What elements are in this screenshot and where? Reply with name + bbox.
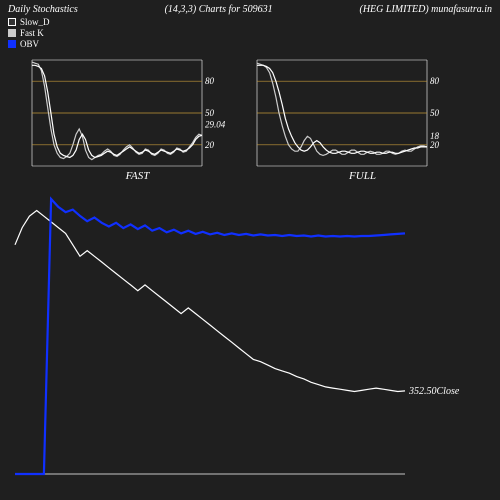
svg-text:352.50Close: 352.50Close <box>408 386 460 397</box>
main-chart: 352.50Close <box>0 182 500 494</box>
swatch-slow-d <box>8 18 16 26</box>
legend-label-obv: OBV <box>20 39 39 49</box>
chart-header: Daily Stochastics (14,3,3) Charts for 50… <box>0 0 500 17</box>
swatch-fast-k <box>8 29 16 37</box>
legend-obv: OBV <box>8 39 492 49</box>
params-text: (14,3,3) Charts for 509631 <box>165 4 273 15</box>
svg-text:29.04: 29.04 <box>205 119 226 129</box>
chart-fast: 20 50 80 29.04 <box>30 58 230 168</box>
swatch-obv <box>8 40 16 48</box>
panel-full: 20 50 80 18 FULL <box>255 58 470 182</box>
legend-label-slow-d: Slow_D <box>20 17 50 27</box>
svg-text:50: 50 <box>430 108 440 118</box>
svg-text:20: 20 <box>430 140 440 150</box>
legend-fast-k: Fast K <box>8 28 492 38</box>
svg-text:18: 18 <box>430 131 440 141</box>
stochastic-panels: 20 50 80 29.04 FAST 20 50 80 18 FULL <box>0 58 500 182</box>
svg-text:20: 20 <box>205 140 215 150</box>
chart-full: 20 50 80 18 <box>255 58 455 168</box>
svg-text:80: 80 <box>205 76 215 86</box>
legend: Slow_D Fast K OBV <box>0 17 500 54</box>
chart-main: 352.50Close <box>10 194 460 484</box>
panel-fast: 20 50 80 29.04 FAST <box>30 58 245 182</box>
label-fast: FAST <box>30 170 245 182</box>
company-text: (HEG LIMITED) munafasutra.in <box>360 4 493 15</box>
title-text: Daily Stochastics <box>8 4 78 15</box>
label-full: FULL <box>255 170 470 182</box>
svg-text:50: 50 <box>205 108 215 118</box>
legend-label-fast-k: Fast K <box>20 28 44 38</box>
svg-text:80: 80 <box>430 76 440 86</box>
legend-slow-d: Slow_D <box>8 17 492 27</box>
